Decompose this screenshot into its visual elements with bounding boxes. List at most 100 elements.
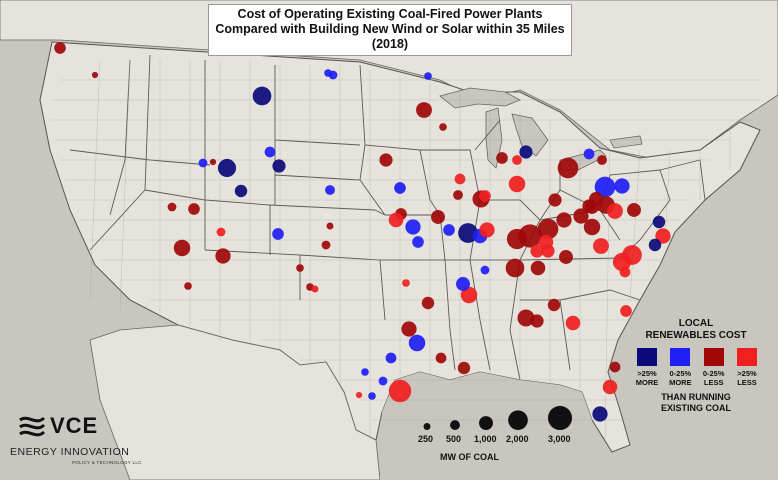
plant-marker-red — [460, 286, 478, 304]
size-legend-circle-1000 — [479, 416, 493, 431]
plant-marker-blue — [328, 70, 338, 80]
plant-marker-blue — [614, 178, 630, 194]
legend-label-line1: 0-25% — [702, 369, 725, 378]
size-label-250: 250 — [418, 434, 434, 444]
plant-marker-blue — [264, 146, 276, 158]
plant-marker-dark-blue — [217, 158, 237, 178]
logo-tagline: POLICY & TECHNOLOGY LLC — [72, 460, 142, 465]
legend-label-line2: MORE — [635, 378, 659, 387]
plant-marker-dark-red — [496, 152, 508, 164]
plant-marker-dark-red — [518, 224, 542, 248]
logo-subtitle: ENERGY INNOVATION — [10, 446, 130, 458]
plant-marker-dark-blue — [592, 406, 608, 422]
plant-marker-blue — [272, 228, 284, 240]
power-plants — [54, 42, 671, 422]
plant-marker-red — [612, 252, 632, 272]
plant-marker-dark-red — [435, 352, 447, 364]
legend-swatches: >25% MORE 0-25% MORE 0-25% LESS >25% LES… — [632, 348, 762, 387]
plant-marker-dark-red — [296, 264, 304, 272]
size-label-1000: 1,000 — [474, 434, 497, 444]
size-legend-circles — [423, 405, 573, 431]
legend-label-line2: LESS — [737, 378, 757, 387]
plant-marker-blue — [368, 392, 376, 400]
legend-label-line2: MORE — [669, 378, 692, 387]
plant-marker-red — [402, 279, 410, 287]
legend-item-dark-red: 0-25% LESS — [699, 348, 729, 387]
lake-huron — [511, 113, 549, 157]
plant-marker-dark-blue — [272, 159, 286, 173]
plant-marker-dark-red — [517, 309, 535, 327]
plant-marker-dark-blue — [652, 215, 666, 229]
plant-marker-dark-red — [439, 123, 447, 131]
plant-marker-red — [530, 244, 544, 258]
plant-marker-blue — [408, 334, 426, 352]
legend-item-blue: 0-25% MORE — [665, 348, 695, 387]
plant-marker-dark-red — [379, 153, 393, 167]
size-legend-circle-250 — [423, 423, 431, 431]
legend-label-line1: >25% — [637, 369, 657, 378]
plant-marker-dark-blue — [252, 86, 272, 106]
plant-marker-dark-red — [573, 208, 589, 224]
swatch-blue — [670, 348, 691, 366]
plant-marker-dark-blue — [648, 238, 662, 252]
plant-marker-blue — [424, 72, 432, 80]
plant-marker-dark-red — [209, 158, 217, 166]
size-label-3000: 3,000 — [548, 434, 571, 444]
plant-marker-dark-red — [421, 296, 435, 310]
size-legend-circle-3000 — [547, 405, 573, 431]
vce-logo-text: VCE — [50, 413, 99, 438]
plant-marker-blue — [325, 185, 335, 195]
plant-marker-red — [512, 155, 522, 165]
map-title-line1: Cost of Operating Existing Coal-Fired Po… — [237, 7, 543, 21]
legend-title-line1: LOCAL — [678, 318, 714, 329]
plant-marker-dark-red — [559, 250, 573, 264]
plant-marker-red — [565, 315, 581, 331]
plant-marker-red — [508, 175, 526, 193]
plant-marker-dark-red — [453, 190, 463, 200]
size-legend-title: MW OF COAL — [440, 452, 499, 462]
plant-marker-red — [619, 266, 631, 278]
plant-marker-dark-red — [505, 258, 525, 278]
plant-marker-blue — [198, 158, 208, 168]
plant-marker-red — [216, 227, 226, 237]
plant-marker-red — [479, 222, 495, 238]
map-title: Cost of Operating Existing Coal-Fired Po… — [208, 4, 572, 56]
plant-marker-red — [388, 212, 404, 228]
size-legend-circle-500 — [450, 420, 460, 431]
size-label-500: 500 — [446, 434, 462, 444]
legend-label-line1: 0-25% — [669, 369, 692, 378]
plant-marker-dark-red — [597, 155, 607, 165]
plant-marker-blue — [594, 176, 616, 198]
mexico-land — [89, 324, 381, 480]
plant-marker-dark-red — [589, 192, 603, 206]
plant-marker-blue — [361, 368, 369, 376]
legend-title-line2: RENEWABLES COST — [645, 330, 747, 341]
legend-item-dark-blue: >25% MORE — [632, 348, 662, 387]
plant-marker-dark-red — [54, 42, 66, 54]
plant-marker-red — [607, 203, 623, 219]
plant-marker-dark-red — [91, 71, 99, 79]
plant-marker-dark-red — [530, 314, 544, 328]
plant-marker-blue — [456, 277, 470, 291]
plant-marker-dark-red — [321, 240, 331, 250]
plant-marker-dark-red — [583, 218, 601, 236]
plant-marker-red — [602, 379, 618, 395]
plant-marker-dark-red — [548, 193, 562, 207]
plant-marker-dark-red — [401, 321, 417, 337]
size-legend: 250 500 1,000 2,000 3,000 MW OF COAL — [400, 404, 600, 470]
plant-marker-red — [541, 244, 555, 258]
plant-marker-dark-red — [188, 203, 200, 215]
plant-marker-blue — [480, 265, 490, 275]
plant-marker-red — [388, 379, 412, 403]
legend-label-line2: LESS — [703, 378, 724, 387]
plant-marker-dark-red — [556, 212, 572, 228]
legend-item-red: >25% LESS — [732, 348, 762, 387]
plant-marker-red — [355, 391, 363, 399]
size-legend-circle-2000 — [508, 410, 528, 431]
plant-marker-blue — [385, 352, 397, 364]
plant-marker-dark-red — [537, 218, 559, 240]
plant-marker-blue — [394, 182, 406, 194]
lake-ontario — [609, 135, 643, 149]
plant-marker-dark-blue — [234, 184, 248, 198]
